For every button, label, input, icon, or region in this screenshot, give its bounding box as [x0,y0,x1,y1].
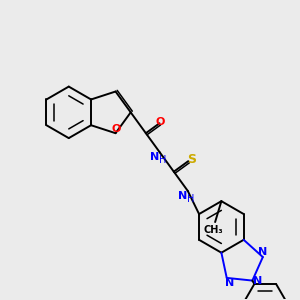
Text: N: N [253,276,262,286]
Text: N: N [178,191,188,201]
Text: O: O [112,124,121,134]
Text: H: H [187,194,194,204]
Text: CH₃: CH₃ [203,225,223,235]
Text: O: O [156,117,165,127]
Text: N: N [258,247,268,257]
Text: S: S [187,153,196,166]
Text: H: H [159,155,166,165]
Text: N: N [225,278,234,288]
Text: N: N [150,152,160,162]
